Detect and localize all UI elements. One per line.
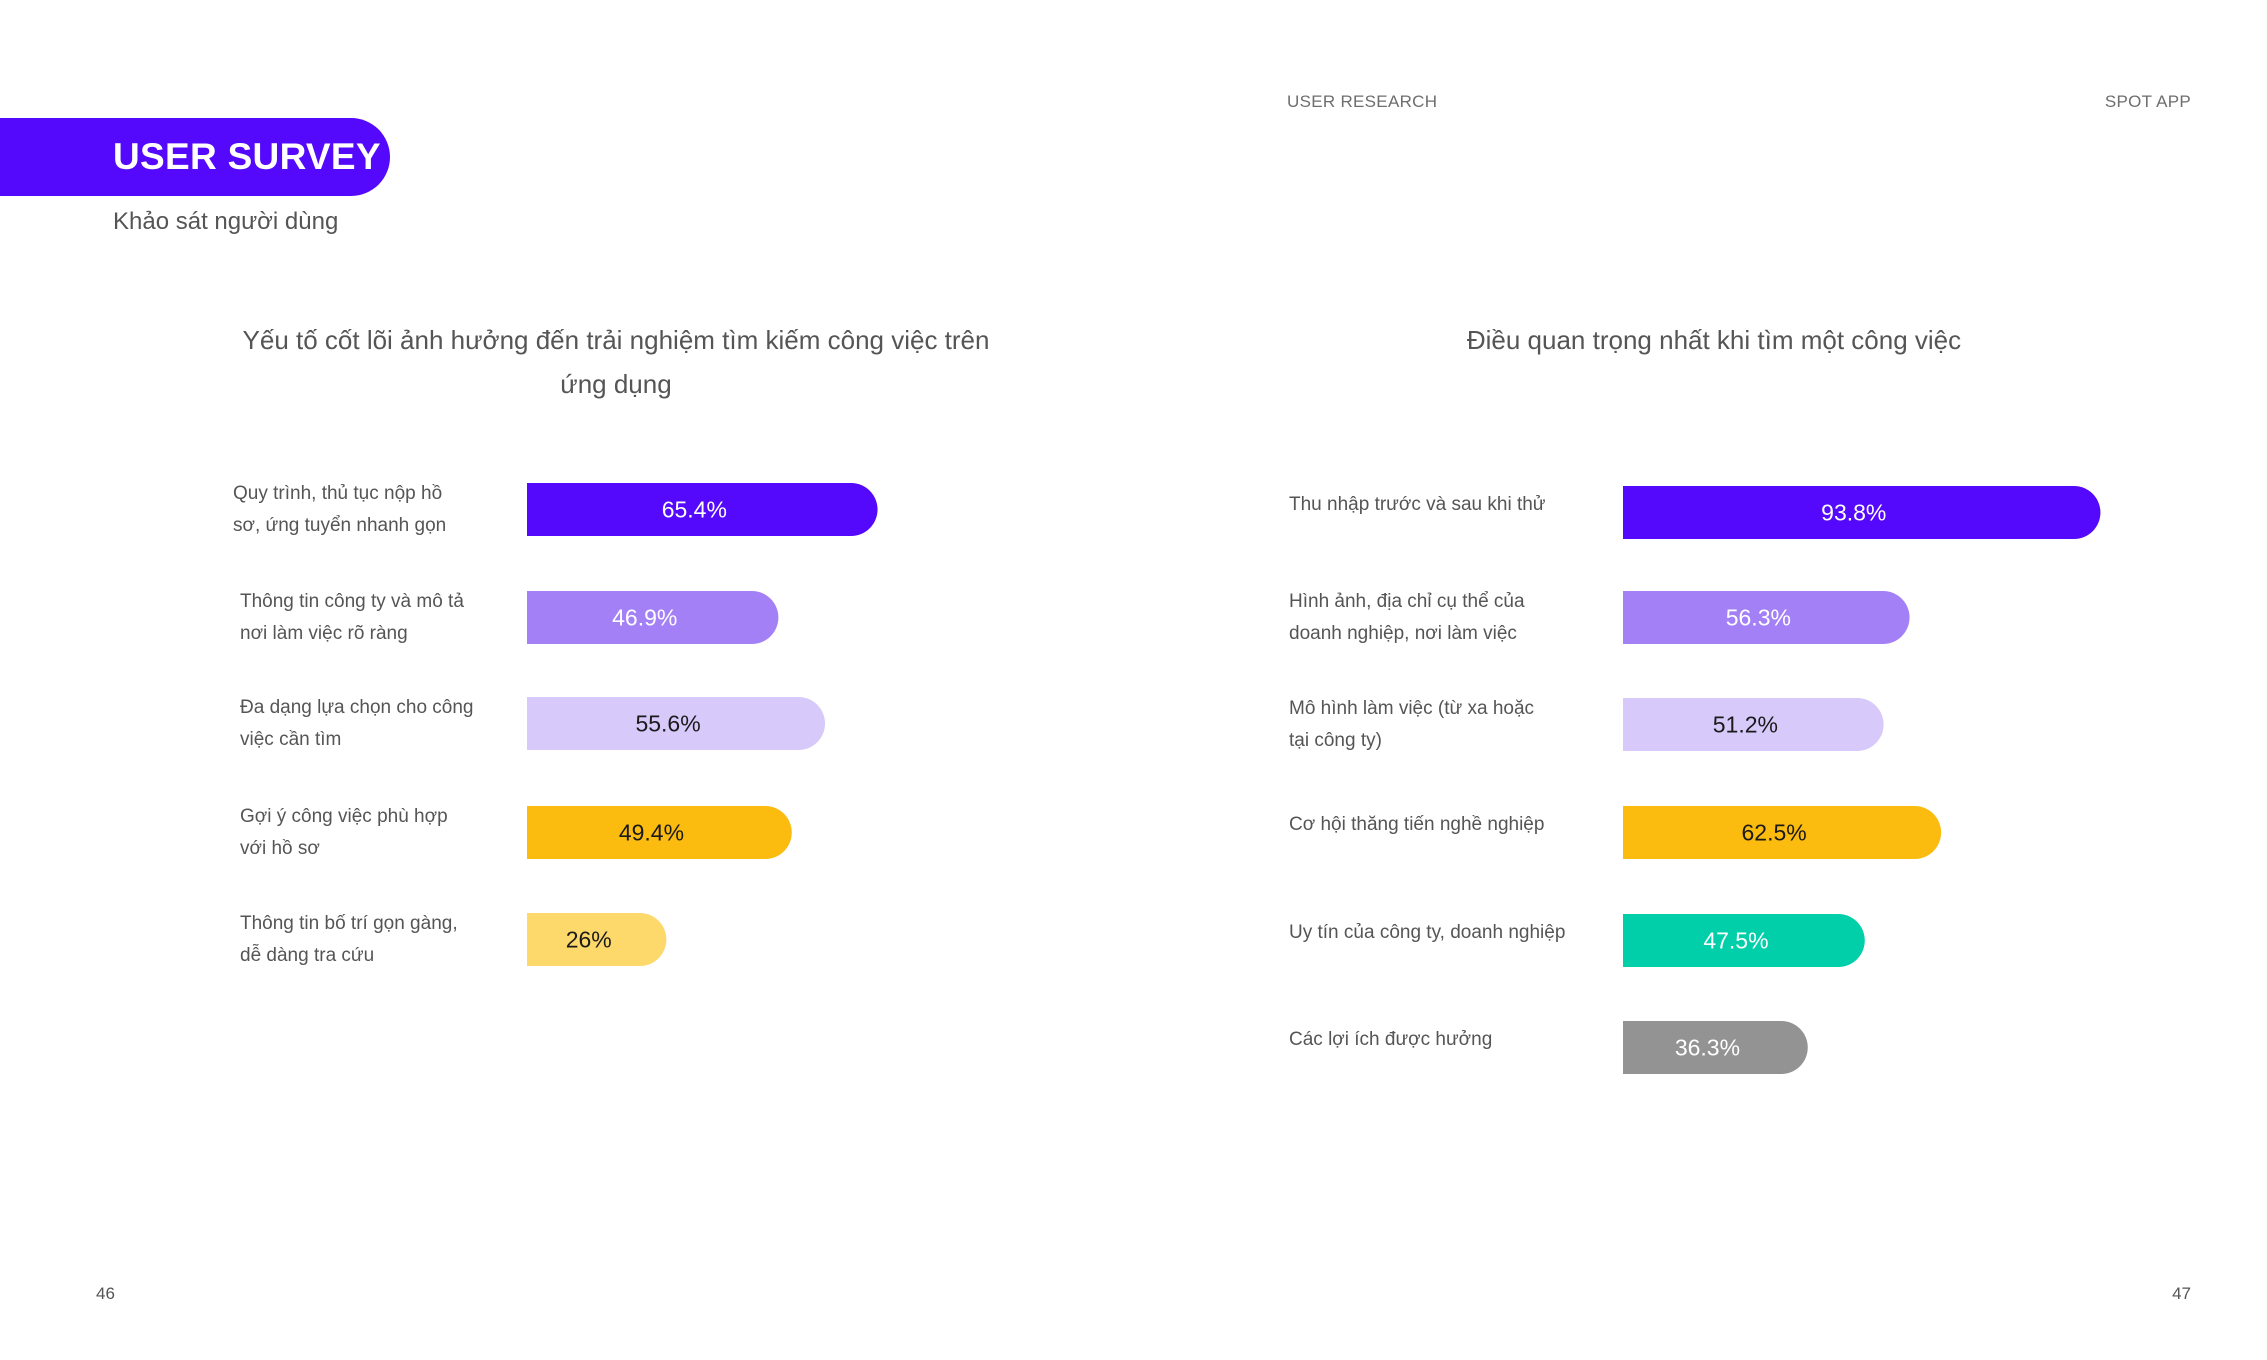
left-chart-category-label-3-1: với hồ sơ (240, 838, 320, 859)
left-chart-bar-4 (527, 913, 667, 966)
right-chart-bar-4 (1623, 914, 1865, 967)
chart-most-important: Điều quan trọng nhất khi tìm một công vi… (1289, 325, 2101, 1074)
left-chart-value-label-1: 46.9% (612, 605, 677, 631)
left-chart-category-label-1-1: nơi làm việc rõ ràng (240, 623, 408, 644)
left-chart-bar-1 (527, 591, 779, 644)
left-chart-category-label-0-0: Quy trình, thủ tục nộp hồ (233, 483, 442, 504)
section-subtitle: Khảo sát người dùng (113, 208, 339, 235)
left-chart-title-line-1: ứng dụng (560, 369, 671, 399)
header-user-research: USER RESEARCH (1287, 92, 1438, 111)
right-chart-value-label-2: 51.2% (1713, 712, 1778, 738)
left-chart-value-label-0: 65.4% (662, 497, 727, 523)
right-chart-value-label-4: 47.5% (1703, 928, 1768, 954)
right-chart-category-label-2-0: Mô hình làm việc (từ xa hoặc (1289, 698, 1534, 719)
left-chart-category-label-2-0: Đa dạng lựa chọn cho công (240, 697, 474, 718)
right-chart-category-label-3-0: Cơ hội thăng tiến nghề nghiệp (1289, 814, 1544, 835)
right-chart-bar-0 (1623, 486, 2101, 539)
right-chart-bar-2 (1623, 698, 1884, 751)
right-chart-title-line-0: Điều quan trọng nhất khi tìm một công vi… (1467, 325, 1961, 355)
right-chart-category-label-4-0: Uy tín của công ty, doanh nghiệp (1289, 922, 1565, 943)
right-chart-bar-3 (1623, 806, 1942, 859)
left-chart-category-label-4-1: dễ dàng tra cứu (240, 944, 374, 966)
right-chart-value-label-0: 93.8% (1821, 500, 1886, 526)
left-chart-category-label-4-0: Thông tin bố trí gọn gàng, (240, 913, 458, 934)
page-number-left: 46 (96, 1284, 115, 1303)
right-chart-bar-5 (1623, 1021, 1808, 1074)
left-chart-bar-2 (527, 697, 826, 750)
left-chart-value-label-2: 55.6% (635, 711, 700, 737)
section-title-pill: USER SURVEY (0, 118, 390, 196)
left-chart-category-label-1-0: Thông tin công ty và mô tả (240, 591, 464, 612)
left-chart-category-label-0-1: sơ, ứng tuyển nhanh gọn (233, 515, 446, 536)
left-chart-bar-0 (527, 483, 878, 536)
left-chart-bar-3 (527, 806, 792, 859)
left-chart-value-label-4: 26% (566, 927, 612, 953)
chart-core-factors: Yếu tố cốt lõi ảnh hưởng đến trải nghiệm… (233, 325, 990, 966)
right-chart-category-label-5-0: Các lợi ích được hưởng (1289, 1029, 1492, 1050)
right-chart-category-label-1-1: doanh nghiệp, nơi làm việc (1289, 623, 1517, 644)
section-title: USER SURVEY (113, 136, 381, 177)
header-spot-app: SPOT APP (2104, 92, 2191, 111)
left-chart-category-label-3-0: Gợi ý công việc phù hợp (240, 806, 448, 827)
right-chart-category-label-0-0: Thu nhập trước và sau khi thử (1289, 494, 1546, 515)
left-chart-title-line-0: Yếu tố cốt lõi ảnh hưởng đến trải nghiệm… (243, 325, 990, 355)
right-chart-value-label-3: 62.5% (1742, 820, 1807, 846)
left-chart-category-label-2-1: việc cần tìm (240, 729, 341, 750)
right-chart-value-label-5: 36.3% (1675, 1035, 1740, 1061)
page-number-right: 47 (2172, 1284, 2191, 1303)
left-chart-value-label-3: 49.4% (619, 820, 684, 846)
right-chart-category-label-2-1: tại công ty) (1289, 730, 1382, 751)
right-chart-category-label-1-0: Hình ảnh, địa chỉ cụ thể của (1289, 591, 1525, 612)
right-chart-value-label-1: 56.3% (1726, 605, 1791, 631)
right-chart-bar-1 (1623, 591, 1910, 644)
